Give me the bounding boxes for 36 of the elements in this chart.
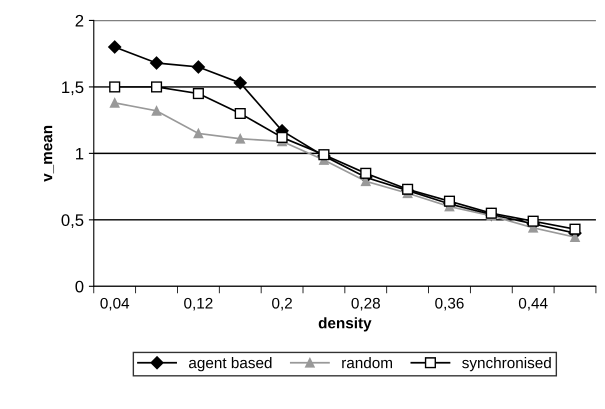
- point: [528, 216, 539, 227]
- point: [402, 184, 414, 195]
- x-tick-label: 0,44: [518, 298, 548, 310]
- x-axis-title: density: [318, 317, 372, 332]
- point: [360, 168, 372, 179]
- point: [150, 56, 164, 70]
- y-tick-label: 0: [75, 280, 84, 293]
- point: [108, 40, 122, 54]
- point: [318, 149, 330, 160]
- point: [152, 106, 162, 116]
- x-tick-label: 0,2: [272, 298, 292, 310]
- y-tick-label: 0,5: [62, 214, 84, 228]
- point: [569, 224, 581, 235]
- point: [109, 81, 120, 92]
- point: [234, 108, 246, 120]
- point: [192, 60, 205, 74]
- x-tick-label: 0,12: [184, 298, 212, 310]
- point: [234, 76, 247, 90]
- y-axis-title: v_mean: [44, 126, 54, 182]
- point: [194, 128, 204, 138]
- x-tick-label: 0,04: [100, 298, 130, 310]
- point: [110, 98, 120, 108]
- x-tick-label: 0,28: [352, 298, 380, 310]
- point: [150, 81, 162, 92]
- legend-label: random: [342, 357, 392, 368]
- point: [276, 132, 288, 143]
- x-tick-label: 0,36: [435, 298, 464, 310]
- point: [192, 88, 204, 100]
- point: [486, 208, 497, 219]
- legend-label: agent based: [189, 357, 272, 372]
- point: [444, 196, 456, 207]
- legend-label: synchronised: [462, 357, 551, 372]
- point: [235, 134, 246, 144]
- y-tick-label: 1: [76, 148, 84, 160]
- y-tick-label: 2: [76, 14, 84, 26]
- y-tick-label: 1,5: [62, 81, 84, 96]
